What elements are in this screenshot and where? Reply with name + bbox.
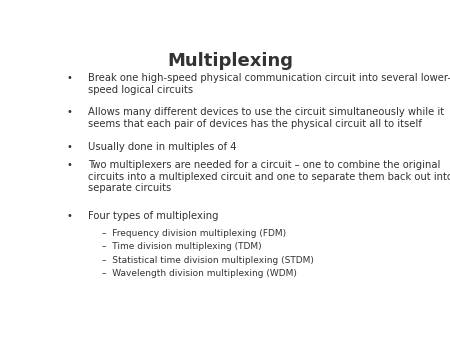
Text: •: • <box>67 73 72 83</box>
Text: Allows many different devices to use the circuit simultaneously while it
seems t: Allows many different devices to use the… <box>88 107 444 129</box>
Text: Usually done in multiples of 4: Usually done in multiples of 4 <box>88 142 236 152</box>
Text: •: • <box>67 211 72 220</box>
Text: Two multiplexers are needed for a circuit – one to combine the original
circuits: Two multiplexers are needed for a circui… <box>88 160 450 193</box>
Text: –  Time division multiplexing (TDM): – Time division multiplexing (TDM) <box>102 242 261 251</box>
Text: Multiplexing: Multiplexing <box>167 52 293 70</box>
Text: •: • <box>67 107 72 117</box>
Text: Four types of multiplexing: Four types of multiplexing <box>88 211 218 220</box>
Text: –  Frequency division multiplexing (FDM): – Frequency division multiplexing (FDM) <box>102 229 286 238</box>
Text: –  Statistical time division multiplexing (STDM): – Statistical time division multiplexing… <box>102 256 314 265</box>
Text: •: • <box>67 160 72 170</box>
Text: –  Wavelength division multiplexing (WDM): – Wavelength division multiplexing (WDM) <box>102 269 297 278</box>
Text: •: • <box>67 142 72 152</box>
Text: Break one high-speed physical communication circuit into several lower-
speed lo: Break one high-speed physical communicat… <box>88 73 450 95</box>
